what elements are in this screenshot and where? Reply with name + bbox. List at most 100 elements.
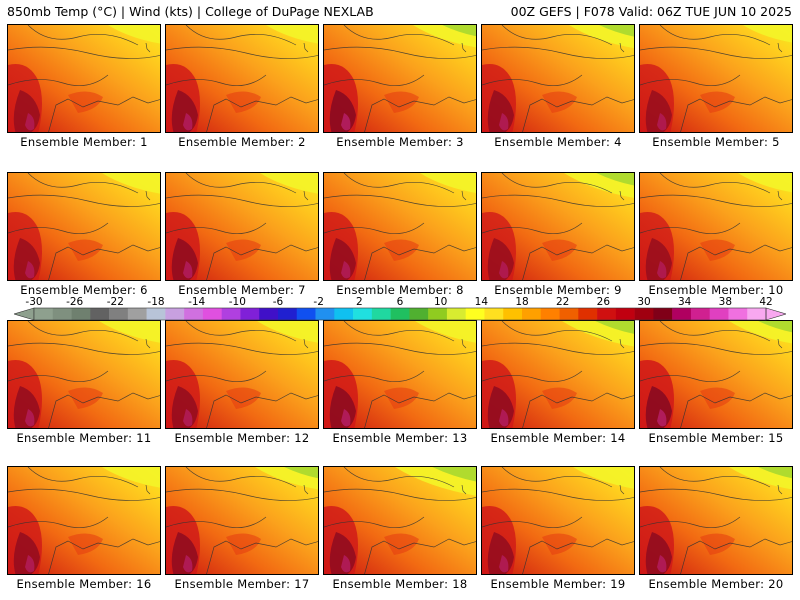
colorbar-swatch xyxy=(690,308,710,320)
ensemble-member-label: Ensemble Member: 7 xyxy=(178,283,306,297)
ensemble-member-label: Ensemble Member: 2 xyxy=(178,135,306,149)
colorbar-tick-label: 2 xyxy=(355,296,363,308)
ensemble-map-9 xyxy=(482,173,634,280)
colorbar-swatch xyxy=(240,308,260,320)
colorbar-tick-label: 6 xyxy=(396,296,404,308)
colorbar-swatch xyxy=(202,308,222,320)
run-valid-time: 00Z GEFS | F078 Valid: 06Z TUE JUN 10 20… xyxy=(510,4,792,19)
colorbar-swatch xyxy=(278,308,298,320)
colorbar-swatch xyxy=(559,308,579,320)
colorbar-tick-label: 10 xyxy=(433,296,448,308)
ensemble-member-label: Ensemble Member: 16 xyxy=(16,577,152,591)
ensemble-member-label: Ensemble Member: 11 xyxy=(16,431,152,445)
ensemble-map-13 xyxy=(324,321,476,428)
ensemble-map-15 xyxy=(640,321,792,428)
colorbar-swatch xyxy=(71,308,91,320)
ensemble-map-8 xyxy=(324,173,476,280)
ensemble-panel[interactable] xyxy=(639,172,793,281)
ensemble-map-16 xyxy=(8,467,160,574)
colorbar-swatch xyxy=(390,308,410,320)
ensemble-panel[interactable] xyxy=(481,172,635,281)
ensemble-panel[interactable] xyxy=(7,466,161,575)
ensemble-map-4 xyxy=(482,25,634,132)
colorbar-swatch xyxy=(540,308,560,320)
colorbar-tick-label: -26 xyxy=(66,296,84,308)
colorbar-arrow-low xyxy=(14,307,35,321)
colorbar-swatch xyxy=(709,308,729,320)
ensemble-member-label: Ensemble Member: 15 xyxy=(648,431,784,445)
ensemble-panel[interactable] xyxy=(7,172,161,281)
ensemble-panel[interactable] xyxy=(481,466,635,575)
colorbar-tick-label: -30 xyxy=(25,296,43,308)
colorbar-swatch xyxy=(259,308,279,320)
ensemble-panel[interactable] xyxy=(165,320,319,429)
ensemble-member-label: Ensemble Member: 20 xyxy=(648,577,784,591)
colorbar-swatch xyxy=(371,308,391,320)
ensemble-member-label: Ensemble Member: 14 xyxy=(490,431,626,445)
ensemble-member-label: Ensemble Member: 9 xyxy=(494,283,622,297)
colorbar-swatch xyxy=(334,308,354,320)
ensemble-member-label: Ensemble Member: 13 xyxy=(332,431,468,445)
ensemble-map-19 xyxy=(482,467,634,574)
colorbar-tick-label: -14 xyxy=(188,296,206,308)
colorbar-tick-label: -22 xyxy=(106,296,124,308)
ensemble-map-6 xyxy=(8,173,160,280)
ensemble-panel[interactable] xyxy=(481,24,635,133)
ensemble-map-17 xyxy=(166,467,318,574)
colorbar-swatch xyxy=(353,308,373,320)
ensemble-panel[interactable] xyxy=(7,24,161,133)
colorbar-swatch xyxy=(634,308,654,320)
colorbar-tick-label: -6 xyxy=(272,296,284,308)
colorbar-tick-label: 14 xyxy=(474,296,489,308)
ensemble-map-7 xyxy=(166,173,318,280)
ensemble-panel[interactable] xyxy=(639,320,793,429)
ensemble-member-label: Ensemble Member: 19 xyxy=(490,577,626,591)
colorbar-swatch xyxy=(728,308,748,320)
ensemble-panel[interactable] xyxy=(7,320,161,429)
colorbar-tick-label: 38 xyxy=(718,296,733,308)
ensemble-map-20 xyxy=(640,467,792,574)
ensemble-member-label: Ensemble Member: 1 xyxy=(20,135,148,149)
colorbar-swatch xyxy=(503,308,523,320)
colorbar-swatch xyxy=(184,308,204,320)
colorbar-tick-label: 34 xyxy=(677,296,692,308)
colorbar-swatch xyxy=(296,308,316,320)
ensemble-map-3 xyxy=(324,25,476,132)
colorbar-swatch xyxy=(484,308,504,320)
ensemble-panel[interactable] xyxy=(323,24,477,133)
colorbar-swatch xyxy=(127,308,147,320)
colorbar-tick-label: -2 xyxy=(313,296,324,308)
ensemble-panel[interactable] xyxy=(165,466,319,575)
ensemble-panel[interactable] xyxy=(165,24,319,133)
ensemble-panel[interactable] xyxy=(323,320,477,429)
colorbar-swatch xyxy=(522,308,542,320)
ensemble-map-11 xyxy=(8,321,160,428)
ensemble-map-12 xyxy=(166,321,318,428)
colorbar-swatch xyxy=(409,308,429,320)
ensemble-panel[interactable] xyxy=(323,466,477,575)
ensemble-panel[interactable] xyxy=(165,172,319,281)
ensemble-panel[interactable] xyxy=(639,24,793,133)
colorbar-swatch xyxy=(146,308,166,320)
ensemble-panel[interactable] xyxy=(323,172,477,281)
colorbar-tick-label: 42 xyxy=(759,296,773,308)
ensemble-member-label: Ensemble Member: 5 xyxy=(652,135,780,149)
colorbar-swatch xyxy=(109,308,129,320)
colorbar-swatch xyxy=(315,308,335,320)
colorbar-tick-label: 30 xyxy=(637,296,651,308)
ensemble-map-2 xyxy=(166,25,318,132)
colorbar-tick-label: -18 xyxy=(147,296,165,308)
ensemble-member-label: Ensemble Member: 3 xyxy=(336,135,464,149)
ensemble-map-10 xyxy=(640,173,792,280)
ensemble-map-5 xyxy=(640,25,792,132)
ensemble-member-label: Ensemble Member: 10 xyxy=(648,283,784,297)
ensemble-member-label: Ensemble Member: 12 xyxy=(174,431,310,445)
colorbar-swatch xyxy=(428,308,448,320)
ensemble-member-label: Ensemble Member: 6 xyxy=(20,283,148,297)
ensemble-panel[interactable] xyxy=(481,320,635,429)
colorbar-swatch xyxy=(672,308,692,320)
ensemble-map-1 xyxy=(8,25,160,132)
ensemble-member-label: Ensemble Member: 17 xyxy=(174,577,310,591)
ensemble-panel[interactable] xyxy=(639,466,793,575)
colorbar-swatch xyxy=(90,308,110,320)
